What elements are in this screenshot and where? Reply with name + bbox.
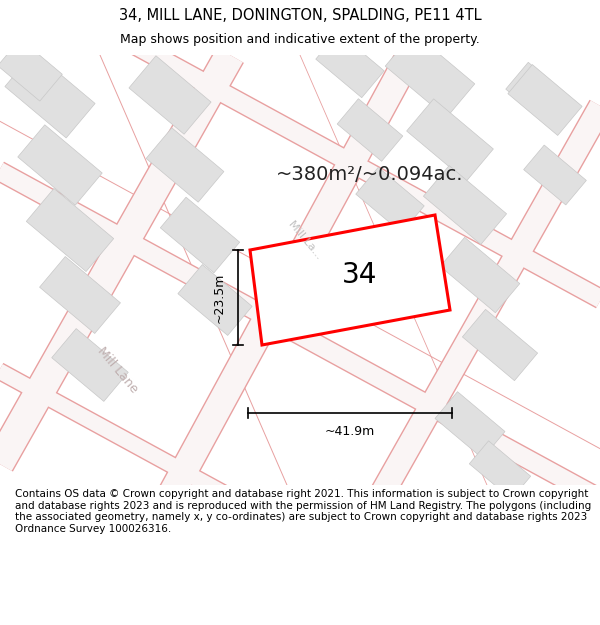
- Bar: [316, 32, 384, 98]
- Bar: [463, 309, 538, 381]
- Bar: [0, 39, 62, 101]
- Text: Mill La...: Mill La...: [286, 219, 324, 261]
- Bar: [524, 145, 586, 205]
- Bar: [337, 99, 403, 161]
- Bar: [160, 197, 239, 273]
- Bar: [424, 166, 506, 244]
- Bar: [129, 56, 211, 134]
- Text: 34, MILL LANE, DONINGTON, SPALDING, PE11 4TL: 34, MILL LANE, DONINGTON, SPALDING, PE11…: [119, 8, 481, 23]
- Bar: [469, 441, 531, 499]
- Text: Map shows position and indicative extent of the property.: Map shows position and indicative extent…: [120, 33, 480, 46]
- Text: ~380m²/~0.094ac.: ~380m²/~0.094ac.: [276, 166, 464, 184]
- Bar: [506, 62, 574, 127]
- Text: ~23.5m: ~23.5m: [213, 272, 226, 322]
- Text: Contains OS data © Crown copyright and database right 2021. This information is : Contains OS data © Crown copyright and d…: [15, 489, 591, 534]
- Bar: [385, 32, 475, 118]
- Bar: [26, 189, 113, 271]
- Text: ~41.9m: ~41.9m: [325, 425, 375, 438]
- Polygon shape: [250, 215, 450, 345]
- Bar: [178, 264, 252, 336]
- Bar: [5, 52, 95, 138]
- Bar: [508, 64, 582, 136]
- Bar: [435, 392, 505, 458]
- Text: Mill Lane: Mill Lane: [95, 344, 141, 396]
- Bar: [40, 256, 121, 334]
- Bar: [356, 168, 424, 232]
- Bar: [18, 125, 102, 205]
- Bar: [146, 128, 224, 202]
- Bar: [52, 329, 128, 401]
- Text: 34: 34: [341, 261, 377, 289]
- Bar: [440, 238, 520, 312]
- Bar: [407, 99, 493, 181]
